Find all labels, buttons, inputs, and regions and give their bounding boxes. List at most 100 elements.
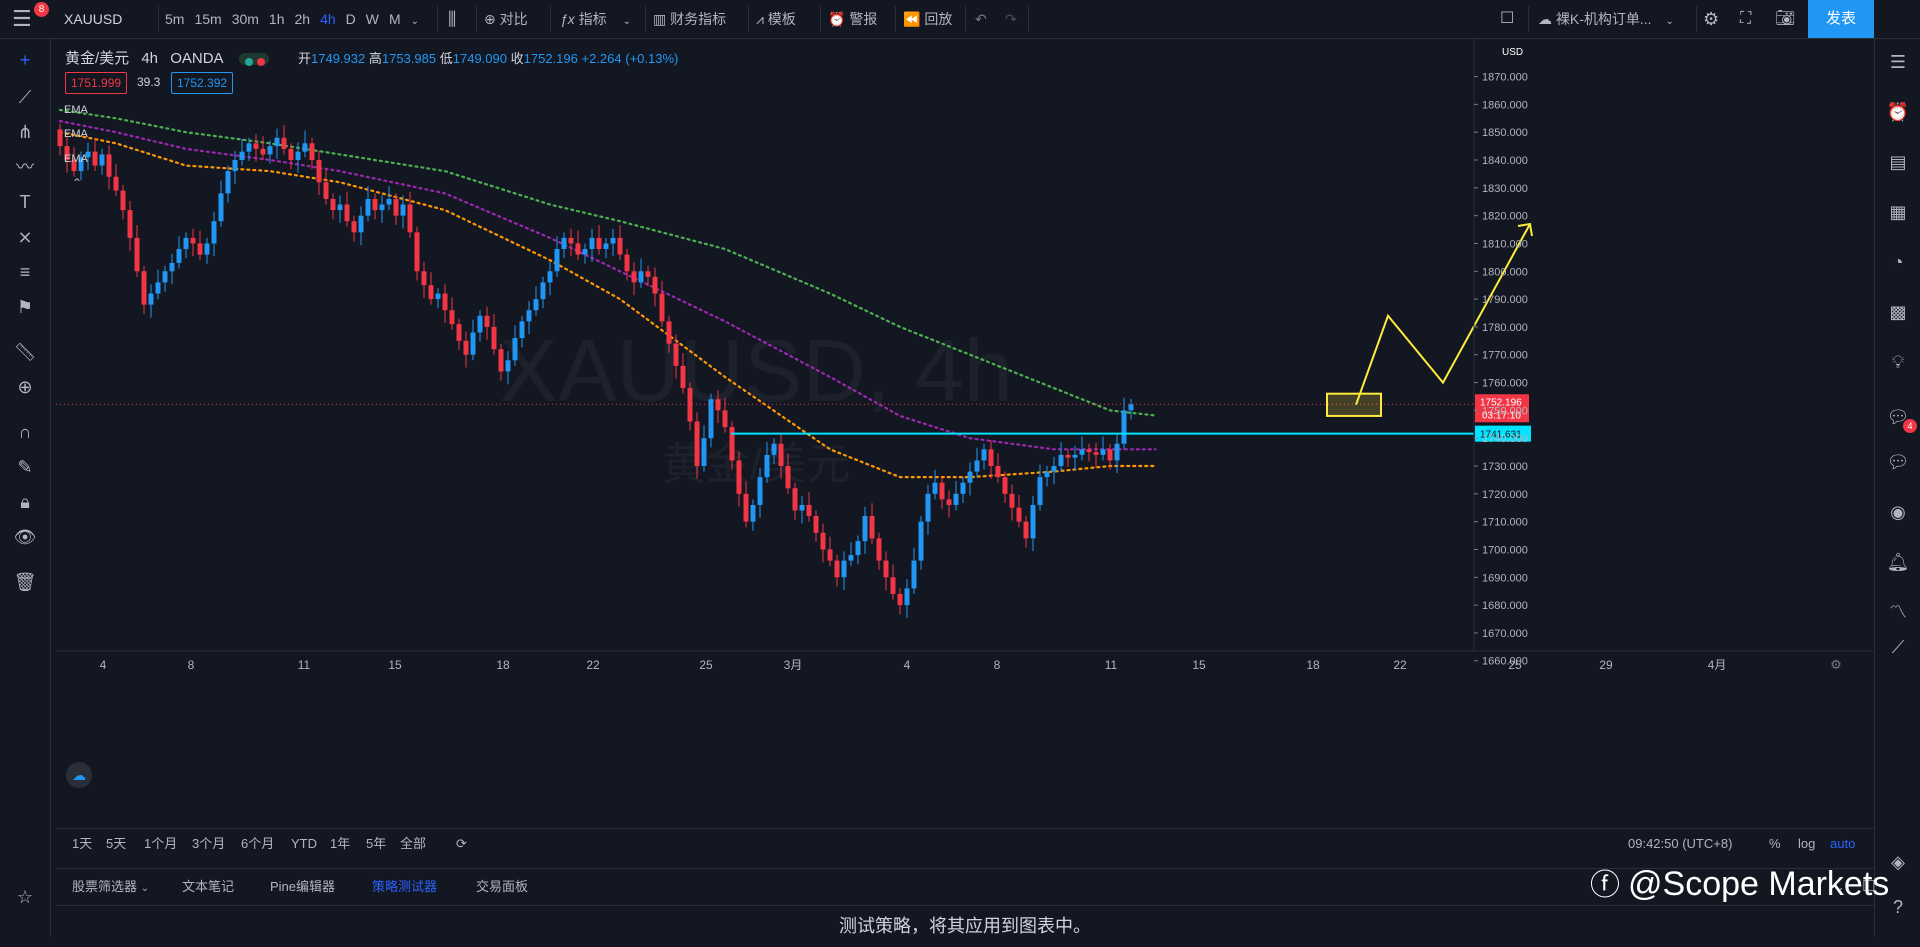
range-6m[interactable]: 6个月 [241, 836, 275, 851]
candle [1100, 436, 1106, 461]
layers-icon[interactable]: ◈ [1891, 852, 1905, 872]
ema-legend-3[interactable]: EMA [64, 153, 88, 165]
chevron-down-icon: ⌄ [140, 883, 150, 894]
candle [183, 232, 189, 259]
indicators-button[interactable]: ƒx 指标 ⌄ [560, 0, 631, 38]
streams-icon[interactable]: 💬︎ [1886, 452, 1910, 472]
publish-button[interactable]: 发表 [1808, 0, 1874, 38]
candle-body [575, 243, 581, 255]
range-5y[interactable]: 5年 [366, 836, 387, 851]
layout-square-icon[interactable]: ☐ [1500, 10, 1515, 27]
text-tool-icon[interactable]: T [19, 192, 31, 212]
flag-icon[interactable]: ⚑ [16, 297, 34, 317]
pitchfork-icon[interactable]: ⋔ [17, 122, 33, 142]
camera-icon[interactable]: 📷︎ [1775, 10, 1796, 27]
clock-time[interactable]: 09:42:50 (UTC+8) [1628, 836, 1733, 851]
fullscreen-icon[interactable]: ⛶ [1740, 10, 1752, 27]
range-3m[interactable]: 3个月 [192, 836, 226, 851]
financials-button[interactable]: ▥ 财务指标 [653, 0, 726, 38]
chevron-down-icon[interactable]: ⌄ [410, 16, 420, 27]
order-panel-icon[interactable]: ⟋ [1891, 637, 1905, 657]
collapse-panel-icon[interactable]: ⌄ [1834, 879, 1845, 894]
range-ytd[interactable]: YTD [291, 836, 317, 851]
prediction-icon[interactable]: ≡ [19, 262, 31, 282]
log-toggle[interactable]: log [1798, 836, 1816, 851]
fx-icon: ƒx [560, 11, 575, 27]
ask-price-box[interactable]: 1752.392 [171, 72, 234, 94]
interval-4h[interactable]: 4h [320, 11, 336, 27]
crosshair-icon[interactable]: + [19, 50, 31, 70]
range-1d[interactable]: 1天 [72, 836, 93, 851]
tab-strategy-tester[interactable]: 策略测试器 [372, 879, 438, 894]
candle-body [498, 349, 504, 372]
symbol-search[interactable]: XAUUSD [64, 11, 123, 27]
tab-text-notes[interactable]: 文本笔记 [182, 879, 235, 894]
ideas-lightbulb-icon[interactable]: 💡︎ [1891, 352, 1905, 372]
undo-icon[interactable]: ↶ [975, 11, 987, 27]
trash-icon[interactable]: 🗑︎ [13, 572, 37, 592]
tab-trading-panel[interactable]: 交易面板 [476, 879, 529, 894]
candle-body [988, 449, 994, 467]
settings-gear-icon[interactable]: ⚙ [1703, 9, 1720, 29]
star-icon[interactable]: ☆ [16, 887, 34, 907]
lock-drawing-icon[interactable]: ✎ [17, 457, 33, 477]
range-1m[interactable]: 1个月 [144, 836, 178, 851]
range-1y[interactable]: 1年 [330, 836, 351, 851]
auto-toggle[interactable]: auto [1830, 836, 1856, 851]
hotlist-icon[interactable]: ◔ [1892, 252, 1904, 272]
trend-line-icon[interactable]: ⟋ [18, 87, 32, 107]
goto-date-icon[interactable]: ⟳ [456, 836, 467, 851]
interval-m[interactable]: M [389, 11, 401, 27]
zoom-icon[interactable]: ⊕ [17, 377, 33, 397]
tab-pine-editor[interactable]: Pine编辑器 [270, 879, 336, 894]
calendar-icon[interactable]: ▩ [1889, 302, 1907, 322]
data-window-icon[interactable]: ▦ [1889, 202, 1907, 222]
range-5d[interactable]: 5天 [106, 836, 127, 851]
watchlist-icon[interactable]: ☰ [1889, 52, 1907, 72]
market-status-toggle[interactable] [238, 53, 269, 67]
tradingview-logo-icon[interactable]: ☁ [66, 762, 92, 788]
alert-button[interactable]: ⏰ 警报 [828, 0, 877, 38]
menu-icon[interactable]: ☰ [12, 6, 32, 31]
ema-legend-1[interactable]: EMA [64, 104, 88, 116]
pattern-icon[interactable]: ⨯ [17, 227, 33, 247]
news-icon[interactable]: ▤ [1889, 152, 1907, 172]
ema-legend-2[interactable]: EMA [64, 128, 88, 140]
collapse-legend-icon[interactable]: ⌃ [72, 176, 83, 190]
interval-30m[interactable]: 30m [231, 11, 259, 27]
help-icon[interactable]: ? [1892, 897, 1903, 917]
redo-icon[interactable]: ↷ [1005, 11, 1017, 27]
interval-5m[interactable]: 5m [165, 11, 185, 27]
interval-15m[interactable]: 15m [194, 11, 222, 27]
lock-icon[interactable]: 🔒︎ [20, 492, 30, 512]
percent-toggle[interactable]: % [1769, 836, 1781, 851]
interval-1h[interactable]: 1h [268, 11, 285, 27]
interval-d[interactable]: D [345, 11, 356, 27]
podcast-icon[interactable]: ◉ [1890, 502, 1906, 522]
magnet-icon[interactable]: ∩ [18, 422, 32, 442]
candle-type-icon[interactable]: ⫼ [448, 9, 457, 29]
maximize-panel-icon[interactable]: ☐ [1862, 878, 1876, 895]
templates-button[interactable]: ⩘ 模板 [756, 0, 796, 38]
interval-2h[interactable]: 2h [294, 11, 311, 27]
ruler-icon[interactable]: 📏︎ [13, 342, 37, 362]
layout-name-button[interactable]: ☁ 裸K-机构订单... ⌄ [1538, 0, 1674, 38]
eye-icon[interactable]: 👁︎ [13, 527, 37, 547]
candle-body [351, 221, 357, 233]
candle [141, 265, 147, 314]
trend-icon[interactable]: 〽 [1889, 602, 1907, 622]
price-chart[interactable]: XAUUSD, 4h 黄金/美元 1752.196 03:17:10 1741.63… [56, 39, 1874, 827]
brush-icon[interactable]: 〰 [16, 157, 34, 177]
symbol-description[interactable]: 黄金/美元 [65, 50, 130, 67]
time-tick-label: 18 [1306, 658, 1320, 672]
range-all[interactable]: 全部 [400, 836, 427, 851]
candle-body [722, 410, 728, 428]
alarm-clock-icon[interactable]: ⏰ [1886, 102, 1910, 122]
bid-price-box[interactable]: 1751.999 [65, 72, 128, 94]
interval-w[interactable]: W [365, 11, 379, 27]
compare-button[interactable]: ⊕ 对比 [484, 0, 528, 38]
candle [596, 225, 602, 255]
replay-button[interactable]: ⏪ 回放 [903, 0, 952, 38]
tab-stock-screener[interactable]: 股票筛选器 ⌄ [72, 869, 149, 905]
notifications-bell-icon[interactable]: 🔔︎ [1886, 552, 1910, 572]
